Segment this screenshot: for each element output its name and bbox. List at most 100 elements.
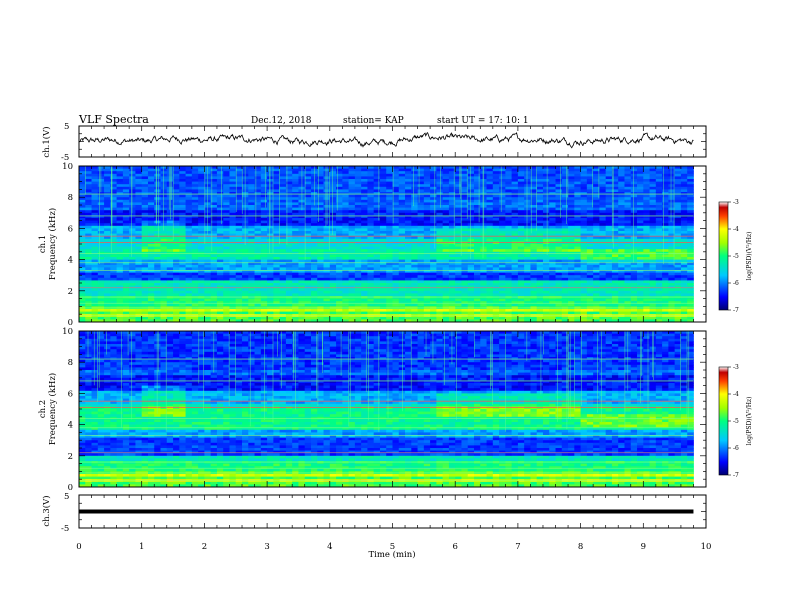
spectrogram-cell bbox=[354, 249, 362, 253]
spectrogram-cell bbox=[492, 311, 500, 315]
spectrogram-cell bbox=[448, 283, 456, 286]
spectrogram-cell bbox=[141, 277, 149, 281]
spectrogram-cell bbox=[342, 184, 350, 188]
spectrogram-cell bbox=[442, 179, 450, 182]
spectrogram-cell bbox=[79, 186, 86, 190]
spectrogram-cell bbox=[555, 280, 563, 284]
spectrogram-cell bbox=[467, 215, 475, 219]
spectrogram-cell bbox=[499, 264, 506, 268]
spectrogram-cell bbox=[210, 181, 218, 185]
spectrogram-cell bbox=[223, 197, 230, 201]
spectrogram-cell bbox=[242, 257, 249, 260]
spectrogram-cell bbox=[79, 264, 86, 268]
spectrogram-cell bbox=[235, 280, 243, 284]
spectrogram-cell bbox=[373, 303, 381, 307]
spectrogram-cell bbox=[85, 220, 92, 224]
spectrogram-cell bbox=[555, 181, 563, 185]
spectrogram-cell bbox=[191, 186, 199, 190]
spectrogram-cell bbox=[448, 288, 456, 292]
spectrogram-cell bbox=[486, 290, 494, 294]
spectrogram-cell bbox=[561, 194, 569, 198]
spectrogram-cell bbox=[461, 311, 469, 315]
spectrogram-cell bbox=[273, 238, 281, 242]
spectrogram-cell bbox=[348, 194, 356, 198]
spectrogram-cell bbox=[348, 179, 356, 182]
spectrogram-cell bbox=[273, 192, 281, 195]
spectrogram-cell bbox=[97, 296, 105, 299]
spectrogram-cell bbox=[455, 197, 462, 201]
spectrogram-cell bbox=[542, 309, 550, 312]
spectrogram-cell bbox=[398, 296, 406, 299]
spectrogram-cell bbox=[549, 290, 556, 294]
spectrogram-cell bbox=[223, 280, 230, 284]
spectrogram-cell bbox=[267, 246, 274, 250]
spectrogram-cell bbox=[235, 233, 243, 237]
spectrogram-cell bbox=[568, 298, 575, 302]
spectrogram-cell bbox=[210, 246, 218, 250]
spectrogram-cell bbox=[122, 181, 130, 185]
spectrogram-cell bbox=[292, 194, 299, 198]
spectrogram-cell bbox=[166, 259, 174, 263]
spectrogram-cell bbox=[354, 205, 362, 208]
spectrogram-cell bbox=[273, 186, 281, 190]
spectrogram-cell bbox=[568, 241, 575, 245]
spectrogram-cell bbox=[154, 215, 161, 219]
spectrogram-cell bbox=[273, 275, 281, 279]
spectrogram-cell bbox=[204, 290, 212, 294]
spectrogram-cell bbox=[110, 205, 118, 208]
spectrogram-cell bbox=[342, 275, 350, 279]
spectrogram-cell bbox=[254, 280, 262, 284]
spectrogram-cell bbox=[348, 184, 356, 188]
spectrogram-cell bbox=[292, 186, 299, 190]
spectrogram-cell bbox=[398, 283, 406, 286]
spectrogram-cell bbox=[505, 288, 513, 292]
ch1-ylabel: ch.1(V) bbox=[41, 126, 52, 157]
spectrogram-cell bbox=[467, 179, 475, 182]
spectrogram-cell bbox=[580, 288, 588, 292]
spectrogram-cell bbox=[430, 202, 437, 206]
spectrogram-cell bbox=[398, 277, 406, 281]
spectrogram-cell bbox=[480, 303, 487, 307]
spectrogram-cell bbox=[85, 285, 92, 289]
spectrogram-cell bbox=[379, 184, 387, 188]
spectrogram-cell bbox=[173, 309, 180, 312]
spectrogram-cell bbox=[292, 205, 299, 208]
spectrogram-cell bbox=[260, 293, 268, 297]
spectrogram-cell bbox=[85, 311, 92, 315]
spectrogram-cell bbox=[430, 238, 437, 242]
spectrogram-cell bbox=[561, 270, 569, 273]
spectrogram-cell bbox=[279, 280, 287, 284]
spectrogram-cell bbox=[574, 238, 581, 242]
spectrogram-cell bbox=[580, 270, 588, 273]
spectrogram-cell bbox=[122, 173, 130, 177]
spectrogram-cell bbox=[536, 267, 544, 271]
spectrogram-cell bbox=[329, 220, 337, 224]
spectrogram-cell bbox=[492, 212, 500, 216]
spectrogram-cell bbox=[179, 290, 186, 294]
spectrogram-cell bbox=[361, 270, 368, 273]
spectrogram-cell bbox=[436, 280, 444, 284]
spectrogram-cell bbox=[298, 215, 306, 219]
spectrogram-cell bbox=[191, 296, 199, 299]
spectrogram-cell bbox=[386, 176, 393, 180]
spectrogram-cell bbox=[342, 228, 350, 232]
spectrogram-cell bbox=[386, 171, 393, 175]
spectrogram-cell bbox=[348, 223, 356, 227]
spectrogram-cell bbox=[423, 199, 431, 203]
spectrogram-cell bbox=[411, 283, 418, 286]
spectrogram-cell bbox=[141, 293, 149, 297]
spectrogram-cell bbox=[160, 249, 168, 253]
spectrogram-cell bbox=[292, 277, 299, 281]
spectrogram-cell bbox=[536, 301, 544, 305]
spectrogram-cell bbox=[191, 205, 199, 208]
spectrogram-cell bbox=[499, 181, 506, 185]
spectrogram-cell bbox=[524, 280, 531, 284]
spectrogram-cell bbox=[317, 309, 324, 312]
spectrogram-cell bbox=[561, 296, 569, 299]
spectrogram-cell bbox=[542, 233, 550, 237]
spectrogram-cell bbox=[104, 316, 111, 320]
spectrogram-cell bbox=[398, 254, 406, 258]
spectrogram-cell bbox=[79, 210, 86, 214]
spectrogram-cell bbox=[141, 197, 149, 201]
spectrogram-cell bbox=[235, 275, 243, 279]
